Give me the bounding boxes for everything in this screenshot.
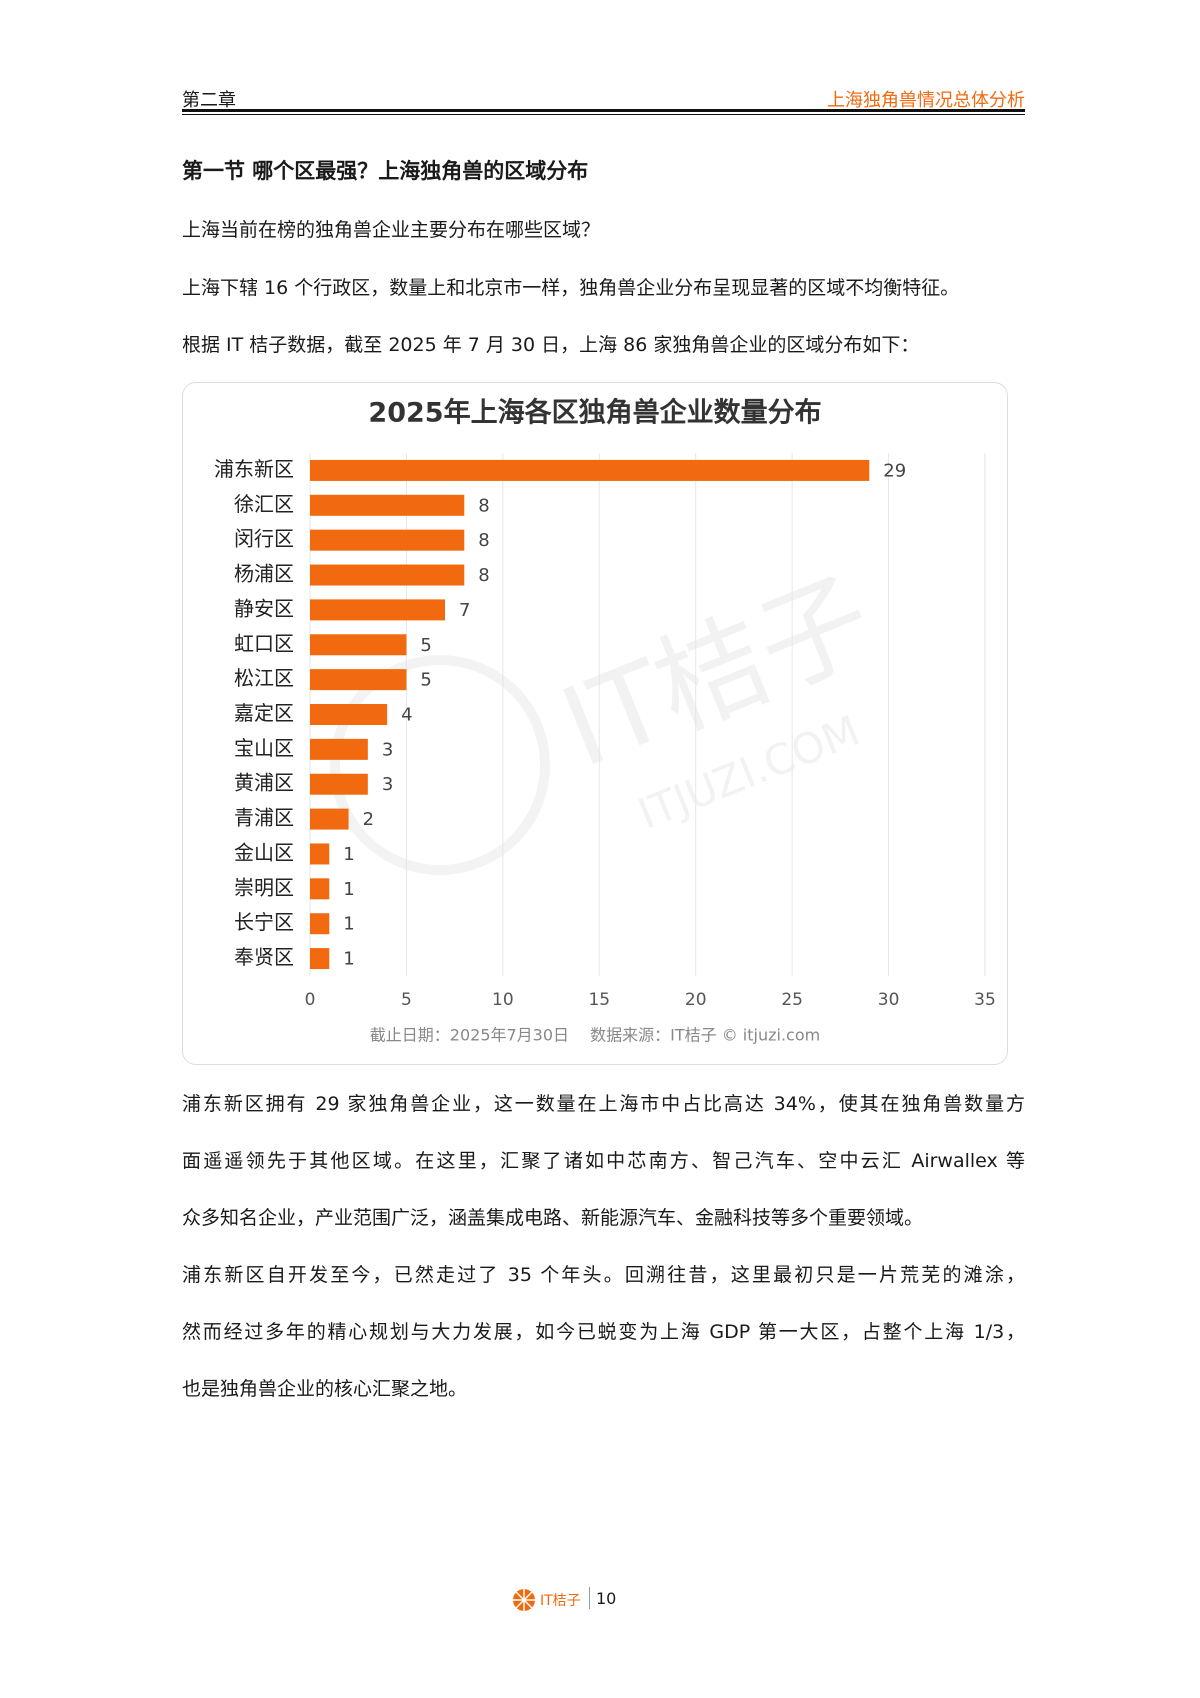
- x-tick-label: 15: [588, 990, 610, 1010]
- y-tick-label: 虹口区: [234, 631, 294, 655]
- body-line: 然而经过多年的精心规划与大力发展，如今已蜕变为上海 GDP 第一大区，占整个上海…: [182, 1321, 1025, 1343]
- footer-logo-box: IT桔子: [512, 1588, 584, 1611]
- y-tick-label: 杨浦区: [234, 562, 294, 586]
- bar: [310, 738, 368, 760]
- value-label: 4: [401, 705, 412, 726]
- value-label: 8: [478, 530, 489, 551]
- y-tick-label: 崇明区: [234, 875, 294, 899]
- header-rule: [182, 109, 1025, 112]
- value-label: 1: [343, 879, 354, 900]
- footer-logo: IT桔子: [540, 1593, 581, 1609]
- bar: [310, 913, 330, 935]
- logo-icon: [513, 1589, 535, 1611]
- value-label: 3: [382, 774, 393, 795]
- value-label: 5: [420, 635, 431, 656]
- value-label: 8: [478, 495, 489, 516]
- bar: [310, 843, 330, 865]
- x-tick-label: 30: [878, 990, 900, 1010]
- x-tick-label: 0: [305, 990, 316, 1010]
- y-tick-label: 长宁区: [234, 910, 294, 934]
- x-tick-label: 10: [492, 990, 514, 1010]
- chart-frame: [182, 382, 1008, 1065]
- body-line: 众多知名企业，产业范围广泛，涵盖集成电路、新能源汽车、金融科技等多个重要领域。: [182, 1207, 924, 1229]
- x-tick-label: 25: [781, 990, 803, 1010]
- bar: [310, 878, 330, 900]
- value-label: 7: [459, 600, 470, 621]
- bar: [310, 808, 349, 830]
- y-tick-label: 闵行区: [234, 527, 294, 551]
- bar: [310, 948, 330, 970]
- x-tick-label: 20: [685, 990, 707, 1010]
- value-label: 5: [420, 670, 431, 691]
- y-tick-label: 松江区: [234, 666, 294, 690]
- running-title: 上海独角兽情况总体分析: [827, 90, 1025, 111]
- y-tick-label: 青浦区: [234, 806, 294, 830]
- bar: [310, 494, 465, 516]
- bar: [310, 669, 407, 691]
- x-tick-label: 5: [401, 990, 412, 1010]
- y-tick-label: 金山区: [234, 840, 294, 864]
- intro-line: 上海下辖 16 个行政区，数量上和北京市一样，独角兽企业分布呈现显著的区域不均衡…: [182, 277, 960, 299]
- bar: [310, 704, 388, 725]
- bar: [310, 564, 465, 586]
- value-label: 1: [343, 949, 354, 970]
- watermark-mark: [330, 655, 550, 875]
- body-line: 浦东新区拥有 29 家独角兽企业，这一数量在上海市中占比高达 34%，使其在独角…: [182, 1093, 1025, 1115]
- page-number: 10: [596, 1589, 617, 1608]
- value-label: 8: [478, 565, 489, 586]
- body-line: 也是独角兽企业的核心汇聚之地。: [182, 1378, 468, 1400]
- bar: [310, 599, 445, 621]
- y-tick-label: 浦东新区: [214, 457, 294, 481]
- chapter: 第二章: [182, 90, 236, 111]
- bar: [310, 634, 407, 656]
- value-label: 1: [343, 914, 354, 935]
- body-line: 浦东新区自开发至今，已然走过了 35 个年头。回溯往昔，这里最初只是一片荒芜的滩…: [182, 1264, 1025, 1286]
- footer-divider: [589, 1587, 590, 1609]
- intro-line: 上海当前在榜的独角兽企业主要分布在哪些区域？: [182, 219, 601, 241]
- value-label: 3: [382, 739, 393, 760]
- heading: 第一节 哪个区最强？上海独角兽的区域分布: [182, 159, 589, 183]
- value-label: 1: [343, 844, 354, 865]
- intro-line: 根据 IT 桔子数据，截至 2025 年 7 月 30 日，上海 86 家独角兽…: [182, 334, 920, 356]
- body-line: 面遥遥领先于其他区域。在这里，汇聚了诸如中芯南方、智己汽车、空中云汇 Airwa…: [182, 1150, 1025, 1172]
- y-tick-label: 嘉定区: [234, 701, 294, 725]
- y-tick-label: 宝山区: [234, 736, 294, 760]
- header-rule: [182, 114, 1025, 115]
- x-tick-label: 35: [974, 990, 996, 1010]
- y-tick-label: 徐汇区: [234, 492, 294, 516]
- bar: [310, 529, 465, 551]
- value-label: 2: [363, 809, 374, 830]
- y-tick-label: 静安区: [234, 596, 294, 620]
- bar: [310, 773, 368, 795]
- chart-note: 截止日期：2025年7月30日 数据来源：IT桔子 © itjuzi.com: [370, 1026, 820, 1045]
- y-tick-label: 奉贤区: [234, 945, 294, 969]
- chart-title: 2025年上海各区独角兽企业数量分布: [368, 397, 821, 429]
- value-label: 29: [883, 460, 906, 481]
- bar: [310, 459, 870, 481]
- y-tick-label: 黄浦区: [234, 771, 294, 795]
